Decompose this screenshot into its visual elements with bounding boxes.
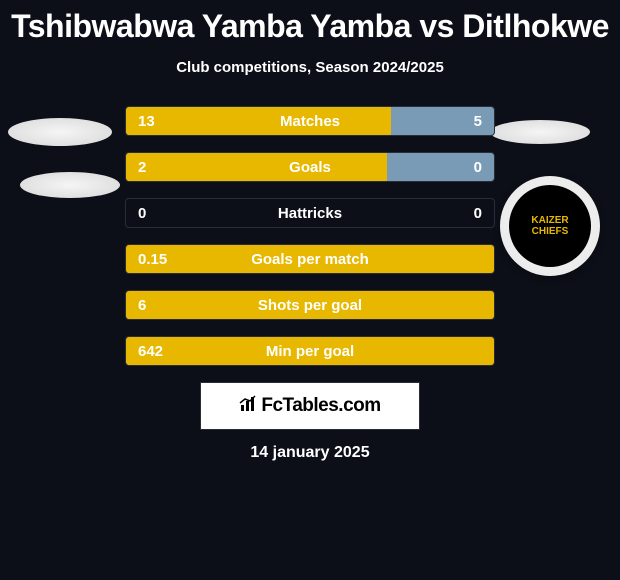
stat-bar-row: 0.15Goals per match xyxy=(125,244,495,274)
footer-brand-box: FcTables.com xyxy=(200,382,420,430)
chart-icon xyxy=(239,395,259,418)
stat-label: Goals xyxy=(126,153,494,181)
stat-label: Min per goal xyxy=(126,337,494,365)
subtitle: Club competitions, Season 2024/2025 xyxy=(0,59,620,76)
stat-value-right: 0 xyxy=(474,199,482,227)
stat-value-right: 5 xyxy=(474,107,482,135)
comparison-content: KAIZERCHIEFS 13Matches52Goals00Hattricks… xyxy=(0,106,620,366)
stat-label: Matches xyxy=(126,107,494,135)
right-avatar-placeholder xyxy=(490,120,590,144)
page-title: Tshibwabwa Yamba Yamba vs Ditlhokwe xyxy=(0,0,620,45)
team-badge: KAIZERCHIEFS xyxy=(500,176,600,276)
stat-value-right: 0 xyxy=(474,153,482,181)
team-badge-text: KAIZERCHIEFS xyxy=(531,215,568,237)
stat-bar-row: 6Shots per goal xyxy=(125,290,495,320)
stat-label: Hattricks xyxy=(126,199,494,227)
stat-bars-container: 13Matches52Goals00Hattricks00.15Goals pe… xyxy=(125,106,495,366)
stat-bar-row: 642Min per goal xyxy=(125,336,495,366)
footer-brand-text: FcTables.com xyxy=(261,395,380,417)
left-avatar-placeholder-2 xyxy=(20,172,120,198)
date-label: 14 january 2025 xyxy=(0,444,620,462)
stat-label: Shots per goal xyxy=(126,291,494,319)
left-avatar-placeholder-1 xyxy=(8,118,112,146)
stat-label: Goals per match xyxy=(126,245,494,273)
team-badge-inner: KAIZERCHIEFS xyxy=(509,185,591,267)
stat-bar-row: 2Goals0 xyxy=(125,152,495,182)
stat-bar-row: 13Matches5 xyxy=(125,106,495,136)
footer-logo: FcTables.com xyxy=(239,395,380,418)
stat-bar-row: 0Hattricks0 xyxy=(125,198,495,228)
